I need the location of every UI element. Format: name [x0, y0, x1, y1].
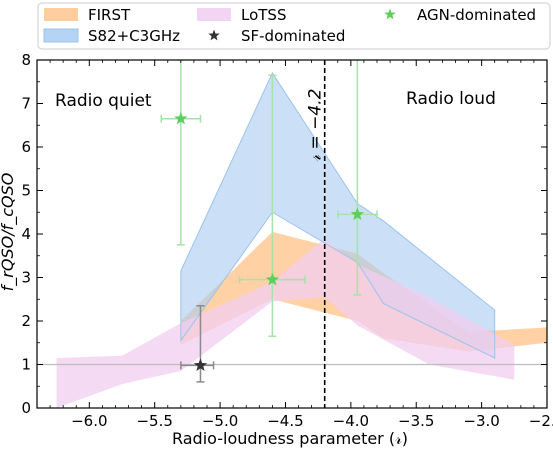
legend-swatch-lotss — [197, 8, 231, 21]
x-axis-title: Radio-loudness parameter (𝓇) — [172, 429, 408, 448]
annotation-radio-loud: Radio loud — [406, 89, 496, 109]
annotation-layer: Radio quiet Radio loud 𝓇 = −4.2 — [55, 89, 496, 162]
star-agn-dominated-2 — [350, 207, 365, 221]
y-tick-label-2: 2 — [21, 312, 31, 330]
x-tick-label-6: −3.0 — [463, 412, 499, 430]
legend-swatch-s82-c3ghz — [43, 28, 79, 43]
legend: FIRST S82+C3GHz LoTSS SF-dominated AGN-domin… — [37, 2, 551, 50]
legend-box — [37, 2, 551, 50]
y-tick-label-3: 3 — [21, 269, 31, 287]
legend-swatch-sf-dominated — [208, 29, 220, 41]
star-agn-dominated-1 — [265, 272, 280, 286]
y-axis-title: f_rQSO/f_cQSO — [0, 173, 18, 292]
x-tick-label-5: −3.5 — [398, 412, 434, 430]
legend-label-lotss: LoTSS — [241, 6, 286, 24]
x-tick-label-4: −4.0 — [333, 412, 369, 430]
legend-swatch-first — [44, 8, 78, 21]
legend-label-s82-c3ghz: S82+C3GHz — [88, 27, 180, 45]
tick-layer: −6.0 −5.5 −5.0 −4.5 −4.0 −3.5 −3.0 −2.5 0 1 2 3 4 5 6 7… — [21, 51, 553, 430]
error-bar-layer — [160, 60, 378, 383]
y-tick-label-7: 7 — [21, 95, 31, 113]
legend-swatch-agn-dominated — [384, 8, 396, 20]
y-tick-label-5: 5 — [21, 182, 31, 200]
band-lotss — [56, 238, 515, 408]
y-tick-label-4: 4 — [21, 225, 31, 243]
band-outline-s82-c3ghz — [180, 72, 496, 359]
y-tick-label-1: 1 — [21, 356, 31, 374]
x-tick-label-1: −5.5 — [136, 412, 172, 430]
x-tick-label-3: −4.5 — [267, 412, 303, 430]
y-tick-label-0: 0 — [21, 399, 31, 417]
annotation-radio-quiet: Radio quiet — [55, 91, 152, 111]
legend-label-first: FIRST — [88, 6, 131, 24]
legend-label-agn-dominated: AGN-dominated — [417, 6, 536, 24]
star-sf-dominated-3 — [193, 358, 208, 372]
x-tick-label-0: −6.0 — [71, 412, 107, 430]
x-tick-label-2: −5.0 — [202, 412, 238, 430]
axis-titles: Radio-loudness parameter (𝓇) f_rQSO/f_cQ… — [0, 173, 408, 448]
y-tick-label-6: 6 — [21, 138, 31, 156]
point-layer — [174, 111, 365, 372]
band-layer — [56, 72, 547, 408]
star-agn-dominated-0 — [174, 111, 188, 125]
threshold-label: 𝓇 = −4.2 — [306, 89, 326, 162]
legend-label-sf-dominated: SF-dominated — [241, 27, 345, 45]
x-tick-label-7: −2.5 — [529, 412, 553, 430]
y-tick-label-8: 8 — [21, 51, 31, 69]
